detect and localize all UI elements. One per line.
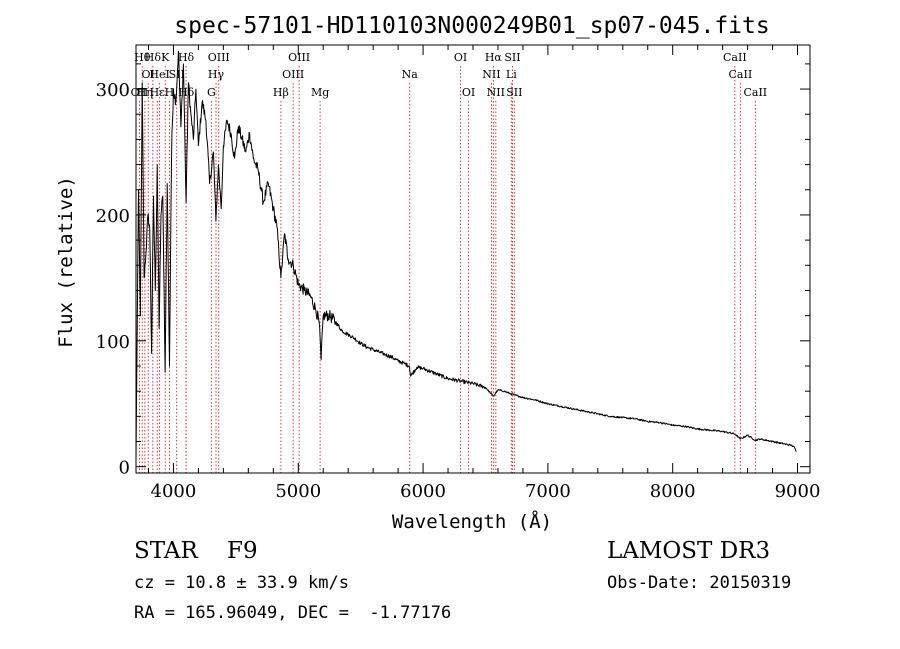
x-tick-label-2: 6000 — [400, 481, 446, 502]
marker-label-23: Hα — [485, 51, 503, 64]
marker-label-21: OI — [462, 86, 475, 99]
object-class: STAR F9 — [134, 538, 258, 564]
marker-label-18: Mg — [311, 86, 329, 99]
marker-label-28: CaII — [723, 51, 747, 64]
y-tick-label-2: 200 — [96, 206, 130, 227]
marker-label-7: K — [161, 51, 170, 64]
marker-label-15: Hβ — [273, 86, 289, 99]
marker-label-11: Hδ — [178, 86, 195, 99]
x-tick-label-5: 9000 — [775, 481, 821, 502]
observation-date: Obs-Date: 20150319 — [607, 573, 792, 593]
marker-label-17: OIII — [288, 51, 310, 64]
survey-name: LAMOST DR3 — [607, 538, 771, 564]
marker-label-12: G — [207, 86, 216, 99]
marker-label-22: NII — [482, 68, 500, 81]
x-tick-label-3: 7000 — [525, 481, 571, 502]
y-tick-label-3: 300 — [96, 80, 130, 101]
spectrum-series — [135, 50, 797, 461]
coordinates: RA = 165.96049, DEC = -1.77176 — [134, 603, 452, 623]
marker-label-29: CaII — [729, 68, 753, 81]
x-tick-label-0: 4000 — [151, 481, 197, 502]
marker-label-26: SII — [504, 51, 520, 64]
marker-label-16: OIII — [282, 68, 304, 81]
y-tick-label-0: 0 — [119, 458, 130, 479]
chart-title: spec-57101-HD110103N000249B01_sp07-045.f… — [174, 13, 769, 39]
marker-label-25: Li — [506, 68, 517, 81]
plot-frame — [135, 44, 811, 474]
marker-label-10: Hδ — [178, 51, 195, 64]
marker-label-4: Hδ — [145, 51, 162, 64]
marker-label-9: SII — [169, 68, 185, 81]
marker-label-27: SII — [506, 86, 522, 99]
marker-label-20: OI — [454, 51, 467, 64]
x-tick-label-4: 8000 — [650, 481, 696, 502]
marker-label-6: HeI — [149, 68, 169, 81]
y-tick-label-1: 100 — [96, 332, 130, 353]
redshift-velocity: cz = 10.8 ± 33.9 km/s — [134, 573, 349, 593]
marker-label-14: OIII — [208, 51, 230, 64]
marker-label-24: NII — [487, 86, 505, 99]
marker-label-30: CaII — [743, 86, 767, 99]
x-tick-label-1: 5000 — [275, 481, 321, 502]
marker-label-13: Hγ — [208, 68, 225, 81]
spectrum-line — [135, 50, 797, 461]
axes: 4000 5000 6000 7000 8000 9000 0 100 200 300 — [96, 45, 821, 502]
y-axis-label: Flux (relative) — [55, 176, 77, 348]
marker-label-19: Na — [402, 68, 419, 81]
marker-label-8: H — [165, 86, 175, 99]
marker-label-5: Hε — [150, 86, 166, 99]
x-axis-label: Wavelength (Å) — [392, 510, 552, 533]
marker-label-3: OI — [142, 68, 155, 81]
marker-label-1: Hθ — [134, 51, 151, 64]
